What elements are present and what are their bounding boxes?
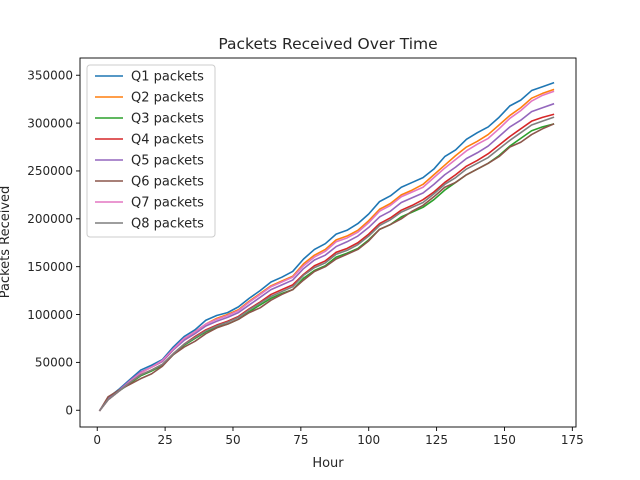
y-tick-label: 150000 — [27, 260, 73, 274]
y-axis-label: Packets Received — [0, 186, 13, 299]
legend-label-q1: Q1 packets — [131, 70, 204, 85]
chart-title: Packets Received Over Time — [218, 35, 437, 53]
y-tick-label: 100000 — [27, 308, 73, 322]
y-axis: 0 50000 100000 150000 200000 250000 300000 3500… — [27, 69, 80, 418]
y-tick-label: 250000 — [27, 164, 73, 178]
legend-label-q6: Q6 packets — [131, 175, 204, 190]
legend-label-q4: Q4 packets — [131, 133, 204, 148]
x-tick-label: 75 — [293, 433, 308, 447]
y-tick-label: 50000 — [35, 356, 73, 370]
legend-label-q7: Q7 packets — [131, 196, 204, 211]
legend-label-q8: Q8 packets — [131, 217, 204, 232]
legend-label-q5: Q5 packets — [131, 154, 204, 169]
series-line-q1 — [98, 81, 555, 412]
series-line-q7 — [98, 90, 555, 412]
legend-box — [86, 64, 216, 238]
x-tick-label: 0 — [93, 433, 101, 447]
x-tick-label: 150 — [493, 433, 516, 447]
y-tick-label: 0 — [65, 404, 73, 418]
x-tick-label: 100 — [357, 433, 380, 447]
plot-frame — [79, 57, 577, 428]
x-tick-label: 50 — [225, 433, 240, 447]
y-tick-label: 350000 — [27, 69, 73, 83]
x-axis-label: Hour — [312, 456, 344, 471]
series-layer — [98, 81, 555, 412]
y-tick-label: 300000 — [27, 116, 73, 130]
legend-label-q2: Q2 packets — [131, 91, 204, 106]
y-tick-label: 200000 — [27, 212, 73, 226]
x-tick-label: 25 — [157, 433, 172, 447]
x-axis: 0 25 50 75 100 125 150 175 — [93, 427, 584, 447]
x-tick-label: 175 — [561, 433, 584, 447]
legend: Q1 packets Q2 packets Q3 packets Q4 packets… — [86, 64, 216, 238]
x-tick-label: 125 — [425, 433, 448, 447]
series-line-q8 — [98, 116, 555, 412]
legend-label-q3: Q3 packets — [131, 112, 204, 127]
